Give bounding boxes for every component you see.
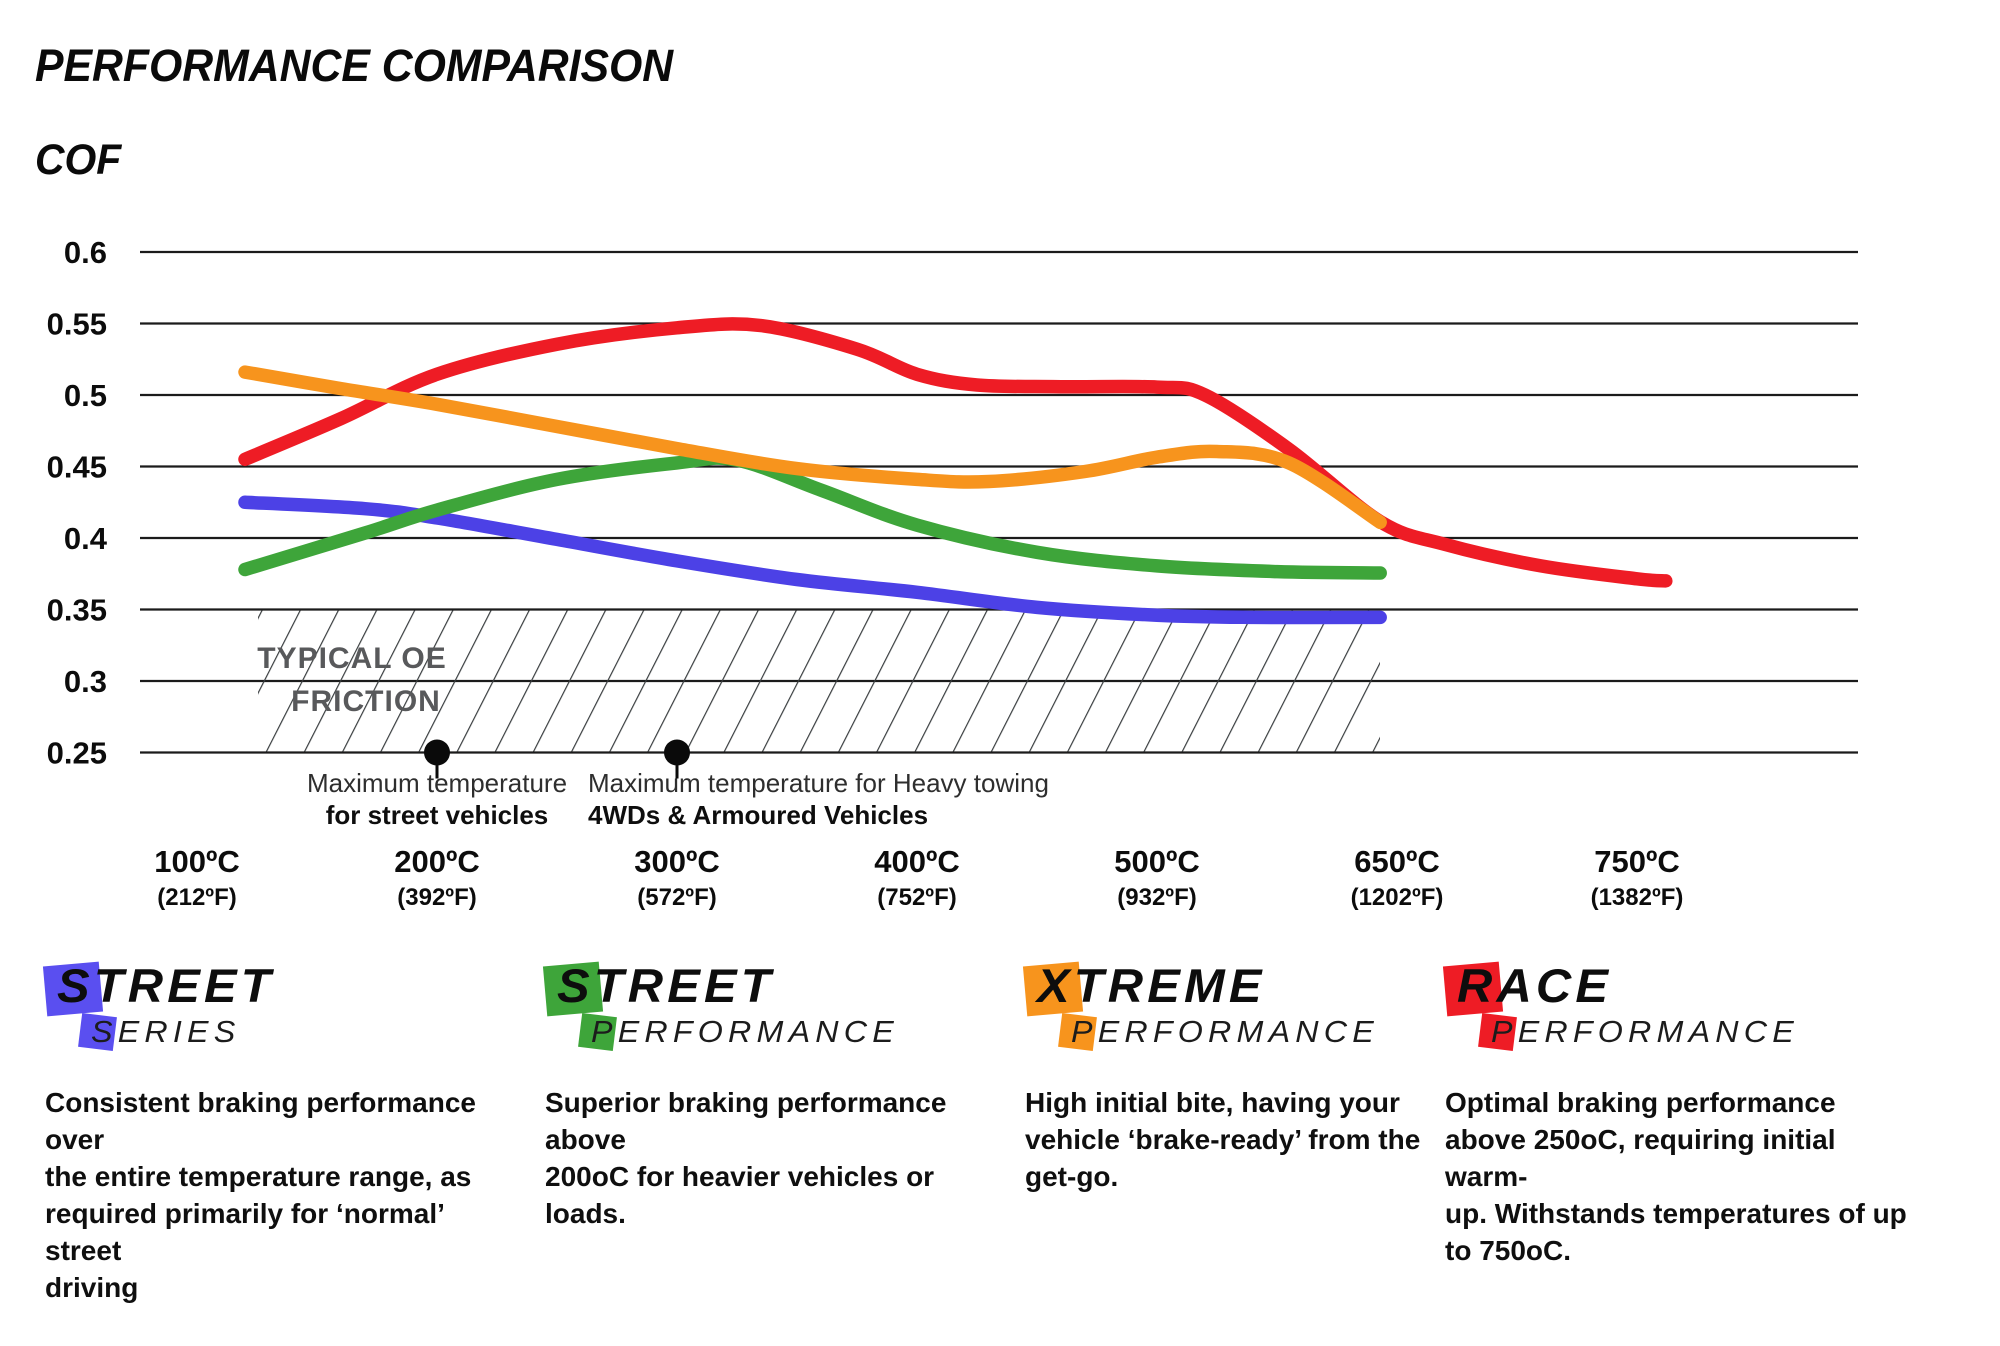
- x-tick-label-celsius: 400ºC: [874, 844, 959, 879]
- logo-word-secondary: SERIES: [91, 1014, 241, 1049]
- logo-word-primary: STREET: [557, 959, 775, 1012]
- brand-logo: RACE PERFORMANCE: [1442, 958, 1915, 1062]
- legend-description: Optimal braking performance above 250oC,…: [1445, 1087, 1907, 1266]
- legend-item-street-series: STREET SERIES Consistent braking performan…: [42, 958, 515, 1306]
- y-tick-label: 0.3: [64, 664, 107, 699]
- x-tick-label-fahrenheit: (1382ºF): [1591, 884, 1684, 911]
- max-temp-annotation-line1: Maximum temperature for Heavy towing: [588, 768, 1049, 798]
- max-temp-dot: [664, 739, 690, 766]
- x-tick-label-celsius: 100ºC: [154, 844, 239, 879]
- legend-item-xtreme-performance: XTREME PERFORMANCE High initial bite, havi…: [1022, 958, 1425, 1195]
- legend: STREET SERIES Consistent braking performan…: [0, 958, 2000, 1338]
- y-tick-label: 0.55: [47, 307, 107, 342]
- logo-word-secondary: PERFORMANCE: [1071, 1014, 1379, 1049]
- legend-item-street-performance: STREET PERFORMANCE Superior braking perfor…: [542, 958, 1015, 1232]
- x-tick-label-celsius: 650ºC: [1354, 844, 1439, 879]
- legend-item-race-performance: RACE PERFORMANCE Optimal braking performan…: [1442, 958, 1915, 1269]
- y-tick-label: 0.4: [64, 521, 108, 556]
- x-tick-label-fahrenheit: (752ºF): [877, 884, 956, 911]
- series-line-street-performance: [238, 451, 1387, 580]
- y-tick-label: 0.35: [47, 593, 107, 628]
- max-temp-dot: [424, 739, 450, 766]
- brand-logo: STREET PERFORMANCE: [542, 958, 1015, 1062]
- x-tick-label-celsius: 750ºC: [1594, 844, 1679, 879]
- x-tick-label-fahrenheit: (572ºF): [637, 884, 716, 911]
- logo-word-secondary: PERFORMANCE: [591, 1014, 899, 1049]
- y-axis-title: COF: [35, 136, 122, 184]
- oe-zone-label-line2: FRICTION: [291, 685, 441, 718]
- x-tick-label-celsius: 300ºC: [634, 844, 719, 879]
- max-temp-annotation-line2: 4WDs & Armoured Vehicles: [588, 800, 928, 830]
- max-temp-annotation-line1: Maximum temperature: [307, 768, 567, 798]
- x-tick-label-celsius: 200ºC: [394, 844, 479, 879]
- series-line-xtreme-performance: [238, 365, 1387, 530]
- x-tick-label-celsius: 500ºC: [1114, 844, 1199, 879]
- oe-friction-hatched-band: [258, 610, 1380, 752]
- logo-word-primary: STREET: [57, 959, 275, 1012]
- logo-word-primary: XTREME: [1037, 959, 1266, 1012]
- max-temp-annotation-line2: for street vehicles: [326, 800, 549, 830]
- x-tick-label-fahrenheit: (212ºF): [157, 884, 236, 911]
- y-tick-label: 0.5: [64, 378, 107, 413]
- brand-logo: STREET SERIES: [42, 958, 515, 1062]
- y-tick-label: 0.6: [64, 235, 107, 270]
- brand-logo: XTREME PERFORMANCE: [1022, 958, 1425, 1062]
- x-tick-label-fahrenheit: (1202ºF): [1351, 884, 1444, 911]
- legend-description: Consistent braking performance over the …: [45, 1087, 476, 1303]
- x-tick-label-fahrenheit: (392ºF): [397, 884, 476, 911]
- page-title: PERFORMANCE COMPARISON: [35, 40, 674, 91]
- y-tick-label: 0.45: [47, 450, 107, 485]
- legend-description: Superior braking performance above 200oC…: [545, 1087, 947, 1229]
- y-tick-label: 0.25: [47, 736, 107, 771]
- cof-temperature-chart: 0.6 0.55 0.5 0.45 0.4 0.35 0.3 0.25 TYPICAL OE FR…: [47, 235, 1858, 911]
- x-tick-label-fahrenheit: (932ºF): [1117, 884, 1196, 911]
- logo-word-primary: RACE: [1457, 959, 1613, 1012]
- oe-zone-label-line1: TYPICAL OE: [257, 642, 446, 675]
- series-line-race-performance: [238, 317, 1673, 588]
- logo-word-secondary: PERFORMANCE: [1491, 1014, 1799, 1049]
- legend-description: High initial bite, having your vehicle ‘…: [1025, 1087, 1421, 1192]
